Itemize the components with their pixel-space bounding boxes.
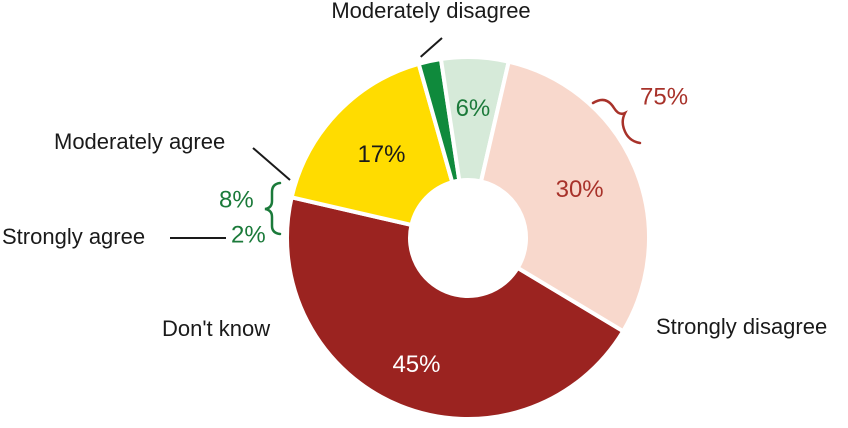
group-label-75: 75% bbox=[640, 83, 688, 110]
value-label-don-t-know: 17% bbox=[357, 141, 405, 168]
leader-line-moderately-disagree bbox=[420, 37, 443, 58]
value-label-moderately-disagree: 30% bbox=[556, 176, 604, 203]
category-label-strongly-disagree: Strongly disagree bbox=[656, 314, 827, 339]
category-label-moderately-disagree: Moderately disagree bbox=[331, 0, 530, 23]
category-label-dont-know: Don't know bbox=[162, 316, 270, 341]
slice-don-t-know bbox=[289, 61, 455, 227]
value-label-moderately-agree: 6% bbox=[456, 95, 491, 122]
leader-line-moderately-agree bbox=[252, 147, 291, 181]
value-label-strongly-agree: 2% bbox=[231, 221, 266, 248]
value-label-strongly-disagree: 45% bbox=[392, 351, 440, 378]
category-label-moderately-agree: Moderately agree bbox=[54, 129, 225, 154]
slices-group bbox=[285, 55, 651, 421]
slice-strongly-disagree bbox=[285, 195, 626, 421]
category-label-strongly-agree: Strongly agree bbox=[2, 224, 145, 249]
slice-moderately-disagree bbox=[479, 59, 651, 334]
group-brace-8 bbox=[264, 181, 282, 236]
group-label-8: 8% bbox=[219, 186, 254, 213]
group-brace-75 bbox=[591, 98, 642, 145]
labels-group: 45% 17% 6% 30% Moderately disagree Strongly d… bbox=[2, 0, 827, 378]
